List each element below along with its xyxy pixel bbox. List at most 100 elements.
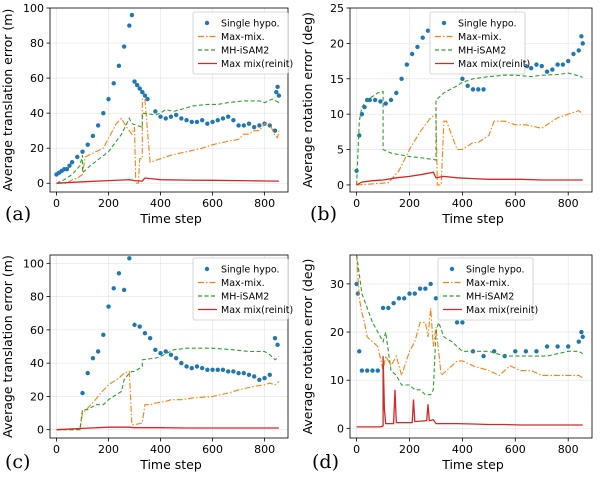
legend-frame (437, 257, 534, 321)
data-point (189, 365, 194, 371)
data-point (210, 119, 215, 125)
data-point (215, 367, 220, 372)
data-point (111, 286, 116, 291)
chart-panel-3: 0 200 400 600 800 0 10 20 30 Time step Average rot… (300, 254, 593, 473)
data-point (241, 370, 246, 376)
legend-entry: MH-iSAM2 (221, 292, 269, 303)
series-line-mh-isam2 (356, 255, 583, 396)
panel-label: (a) (5, 203, 31, 225)
data-point (433, 296, 439, 301)
legend-frame (192, 11, 289, 75)
data-point (220, 367, 226, 372)
data-point (364, 368, 370, 373)
data-point (127, 256, 132, 261)
y-tick-label: 30 (330, 278, 344, 291)
data-point (129, 12, 135, 18)
data-point (153, 347, 158, 353)
data-point (579, 34, 584, 39)
data-point (184, 117, 189, 123)
plot-frame (49, 7, 289, 193)
data-point (85, 370, 90, 376)
panel-label: (c) (5, 451, 30, 473)
y-axis-label: Average rotation error (deg) (300, 259, 315, 435)
data-point (402, 296, 407, 301)
y-tick-label: 25 (330, 2, 344, 15)
data-point (580, 41, 585, 46)
data-point (168, 352, 174, 358)
y-tick-label: 0 (337, 179, 344, 192)
data-point (246, 372, 252, 377)
plot-frame (349, 7, 593, 193)
data-point (69, 160, 75, 165)
data-point (236, 370, 241, 376)
data-point (142, 330, 148, 336)
x-tick-label: 400 (452, 197, 473, 210)
x-axis-label: Time step (441, 211, 504, 226)
data-point (354, 168, 359, 173)
data-point (362, 104, 367, 110)
x-axis-label: Time step (139, 211, 202, 226)
plot-frame (49, 254, 289, 439)
data-point (147, 335, 153, 341)
data-point (357, 349, 362, 354)
x-tick-label: 600 (202, 197, 223, 210)
legend: Single hypo. Max-mix. MH-iSAM2 Max mix(rein… (192, 11, 293, 75)
data-point (576, 339, 581, 344)
data-point (272, 128, 278, 133)
data-point (383, 101, 388, 106)
x-tick-label: 400 (150, 443, 171, 456)
data-point (67, 163, 72, 168)
data-point (184, 364, 189, 369)
data-point (121, 44, 127, 49)
data-point (388, 97, 394, 103)
data-point (137, 324, 142, 329)
series-line-max-mix- (356, 109, 584, 186)
legend-entry: Max mix(reinit) (466, 305, 538, 316)
data-point (359, 368, 365, 373)
y-tick-label: 5 (337, 144, 344, 157)
x-tick-label: 0 (53, 443, 60, 456)
data-point (158, 114, 163, 119)
data-point (85, 142, 90, 147)
data-point (465, 83, 470, 89)
data-point (407, 291, 412, 296)
data-point (544, 344, 550, 349)
legend-marker (449, 266, 455, 272)
data-point (215, 117, 220, 123)
data-point (386, 305, 391, 311)
legend-marker (204, 20, 210, 26)
data-point (523, 349, 529, 354)
data-point (399, 76, 404, 81)
y-tick-label: 20 (30, 142, 44, 155)
data-point (132, 322, 137, 328)
data-point (116, 271, 122, 276)
data-point (194, 119, 200, 125)
data-point (420, 35, 425, 40)
legend: Single hypo. Max-mix. MH-iSAM2 Max mix(rein… (437, 257, 538, 321)
data-point (251, 374, 257, 379)
data-point (205, 121, 210, 126)
data-point (481, 353, 486, 359)
data-point (539, 63, 544, 69)
x-tick-label: 400 (452, 443, 473, 456)
series-group (56, 256, 280, 431)
data-point (272, 335, 278, 341)
x-tick-label: 200 (98, 443, 119, 456)
series-line-max-mix- (56, 370, 280, 431)
y-axis-label: Average translation error (m) (0, 9, 15, 192)
y-tick-label: 0 (337, 422, 344, 435)
data-point (380, 305, 386, 311)
data-point (417, 286, 423, 291)
series-line-mh-isam2 (56, 98, 280, 184)
series-line-max-mix-reinit- (356, 171, 583, 186)
data-point (145, 96, 150, 102)
y-tick-label: 20 (330, 37, 344, 50)
data-point (481, 87, 486, 92)
y-tick-label: 40 (30, 107, 44, 120)
data-point (205, 367, 210, 372)
chart-panel-1: 0 200 400 600 800 0 5 10 15 20 25 Time step Average … (300, 2, 593, 226)
data-point (372, 97, 378, 103)
series-line-mh-isam2 (356, 72, 583, 185)
data-point (276, 93, 282, 98)
